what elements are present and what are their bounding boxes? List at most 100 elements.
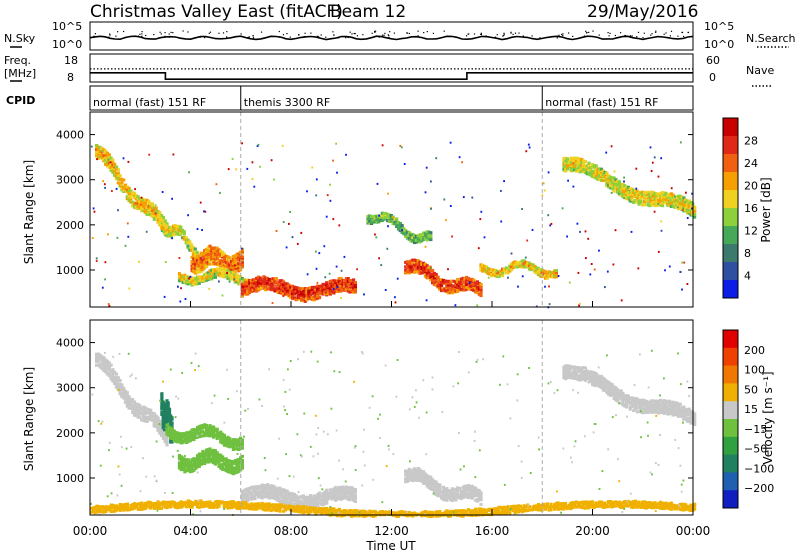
echo-cell — [414, 267, 418, 271]
noise-cell — [531, 228, 534, 231]
echo-cell — [287, 283, 291, 287]
echo-cell — [212, 271, 216, 275]
echo-cell — [113, 162, 117, 166]
echo-cell — [156, 424, 160, 428]
echo-cell — [420, 271, 424, 275]
echo-cell — [300, 500, 304, 504]
echo-cell — [605, 177, 609, 181]
echo-cell — [145, 205, 149, 209]
echo-cell — [215, 249, 219, 253]
echo-cell — [418, 262, 422, 266]
echo-cell — [298, 287, 302, 290]
echo-cell — [591, 171, 595, 175]
echo-cell — [454, 490, 458, 494]
echo-cell — [242, 282, 246, 286]
echo-cell — [190, 243, 194, 247]
echo-cell — [167, 433, 171, 437]
nsky-dot — [160, 33, 162, 35]
echo-cell — [230, 469, 234, 473]
echo-cell — [165, 436, 169, 440]
echo-cell — [95, 147, 99, 151]
echo-cell — [224, 467, 228, 471]
echo-cell — [138, 411, 142, 415]
echo-cell — [465, 285, 469, 289]
echo-cell — [145, 407, 149, 411]
echo-cell — [386, 219, 390, 223]
echo-cell — [370, 220, 374, 224]
nsky-dot — [304, 32, 306, 34]
echo-cell — [461, 489, 465, 493]
echo-cell — [222, 256, 226, 260]
echo-cell — [481, 266, 485, 270]
echo-cell — [179, 461, 183, 465]
echo-cell — [147, 204, 151, 208]
echo-cell — [186, 238, 190, 242]
echo-cell — [625, 192, 629, 196]
echo-cell — [422, 231, 426, 235]
echo-cell — [650, 190, 654, 194]
echo-cell — [258, 276, 262, 280]
noise-cell — [127, 160, 130, 163]
echo-cell — [95, 508, 99, 512]
echo-cell — [441, 280, 445, 284]
echo-cell — [280, 289, 284, 293]
echo-cell — [413, 471, 417, 475]
echo-cell — [393, 220, 397, 224]
echo-cell — [477, 495, 481, 498]
echo-cell — [195, 278, 200, 282]
echo-cell — [608, 178, 613, 182]
echo-cell — [274, 493, 278, 497]
echo-cell — [226, 269, 230, 273]
echo-cell — [156, 427, 160, 431]
echo-cell — [468, 284, 472, 288]
echo-cell — [289, 285, 293, 289]
noise-cell — [657, 250, 660, 253]
echo-cell — [454, 509, 458, 513]
echo-cell — [526, 261, 530, 265]
echo-cell — [463, 511, 467, 515]
echo-cell — [183, 457, 187, 461]
echo-cell — [185, 463, 189, 467]
noise-cell — [572, 162, 575, 165]
echo-cell — [195, 269, 200, 273]
echo-cell — [105, 359, 109, 363]
echo-cell — [481, 508, 485, 512]
noise-cell — [289, 210, 291, 213]
echo-cell — [301, 294, 305, 298]
echo-cell — [353, 285, 357, 289]
echo-cell — [413, 235, 417, 239]
echo-cell — [605, 179, 609, 183]
echo-cell — [147, 408, 151, 412]
echo-cell — [271, 504, 275, 508]
echo-cell — [145, 417, 149, 421]
noise-cell — [449, 141, 452, 144]
echo-cell — [206, 246, 210, 249]
echo-cell — [240, 462, 244, 466]
echo-cell — [219, 466, 223, 470]
echo-cell — [219, 464, 223, 468]
echo-cell — [291, 284, 295, 288]
echo-cell — [181, 277, 185, 281]
echo-cell — [233, 270, 237, 274]
echo-cell — [98, 363, 102, 366]
echo-cell — [678, 204, 682, 208]
echo-cell — [249, 282, 253, 286]
echo-cell — [240, 260, 244, 264]
noise-cell — [637, 267, 640, 270]
echo-cell — [642, 195, 647, 199]
nsky-dot — [289, 36, 291, 38]
echo-cell — [113, 167, 117, 171]
noise-cell — [399, 144, 402, 147]
date-label: 29/May/2016 — [587, 2, 699, 22]
noise-cell — [590, 263, 593, 265]
echo-cell — [240, 494, 244, 498]
echo-cell — [208, 504, 212, 508]
echo-cell — [179, 434, 183, 438]
echo-cell — [409, 233, 413, 237]
echo-cell — [134, 409, 138, 413]
echo-cell — [334, 497, 338, 501]
echo-cell — [183, 501, 187, 505]
echo-cell — [199, 256, 203, 260]
echo-cell — [671, 198, 675, 201]
echo-cell — [199, 265, 203, 269]
